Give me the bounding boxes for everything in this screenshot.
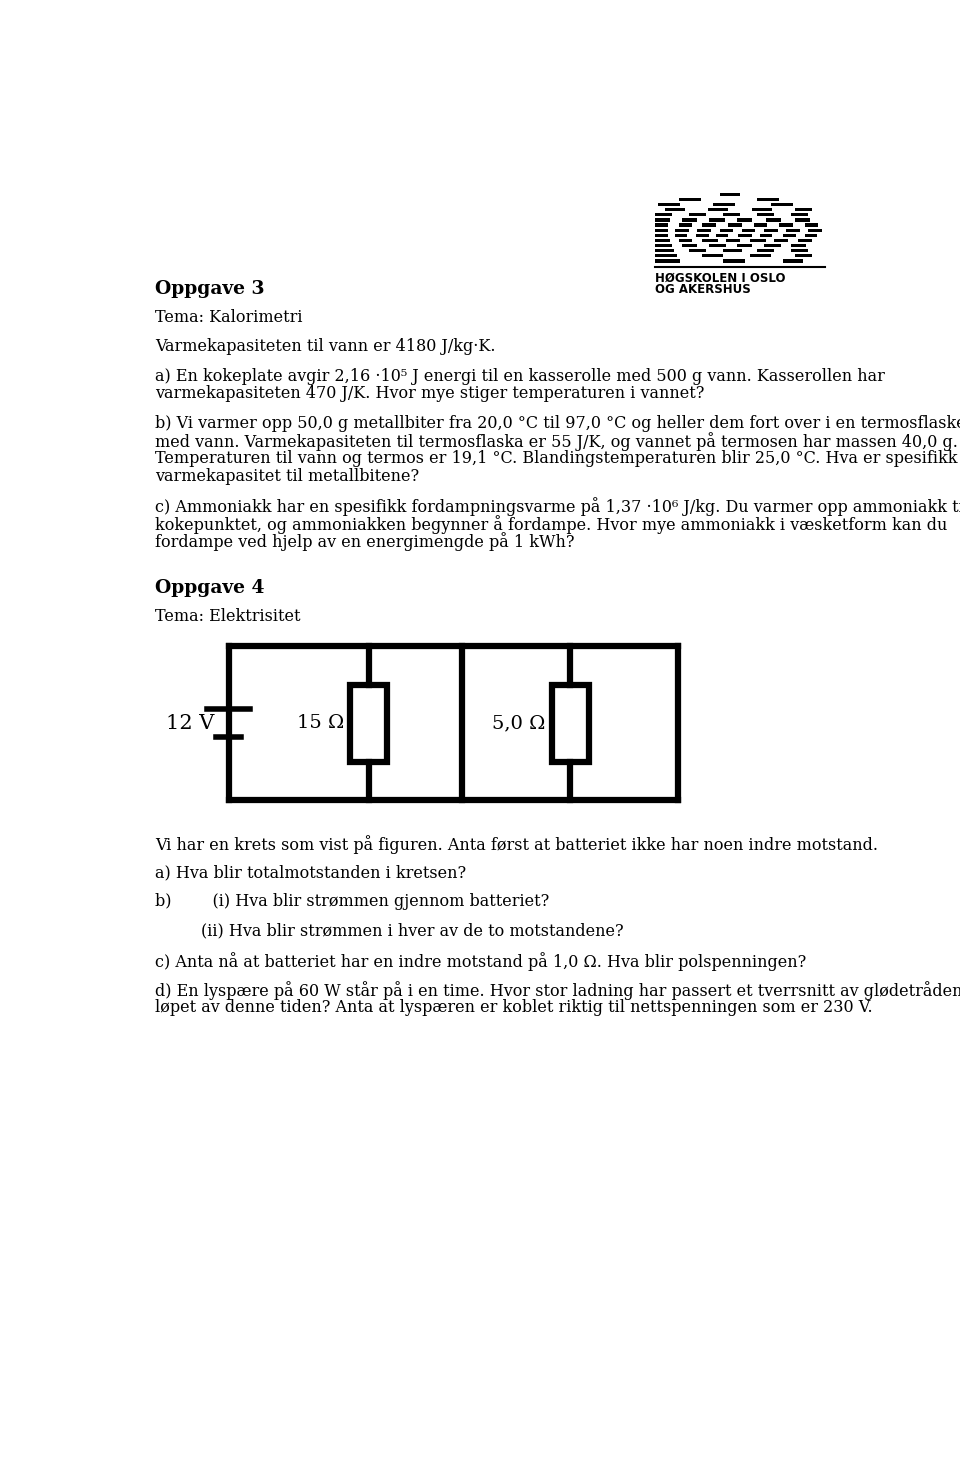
Bar — [655, 229, 668, 232]
Bar — [709, 219, 725, 222]
Bar — [703, 223, 716, 226]
Text: varmekapasitet til metallbitene?: varmekapasitet til metallbitene? — [155, 467, 419, 485]
Bar — [771, 202, 793, 207]
Bar — [655, 223, 668, 226]
Bar — [750, 239, 765, 242]
Bar — [754, 223, 767, 226]
Text: varmekapasiteten 470 J/K. Hvor mye stiger temperaturen i vannet?: varmekapasiteten 470 J/K. Hvor mye stige… — [155, 386, 705, 402]
Text: a) Hva blir totalmotstanden i kretsen?: a) Hva blir totalmotstanden i kretsen? — [155, 865, 466, 881]
Bar — [689, 248, 706, 253]
Bar — [655, 248, 674, 253]
Text: (ii) Hva blir strømmen i hver av de to motstandene?: (ii) Hva blir strømmen i hver av de to m… — [202, 922, 624, 940]
Bar — [752, 208, 773, 211]
Bar — [723, 248, 742, 253]
Bar — [723, 259, 745, 263]
Bar — [655, 213, 672, 216]
Text: 15 Ω: 15 Ω — [297, 714, 344, 732]
Text: Temperaturen til vann og termos er 19,1 °C. Blandingstemperaturen blir 25,0 °C. : Temperaturen til vann og termos er 19,1 … — [155, 449, 957, 467]
Text: Oppgave 3: Oppgave 3 — [155, 279, 265, 297]
Bar — [786, 229, 800, 232]
Bar — [750, 254, 771, 257]
Bar — [774, 239, 788, 242]
Bar — [757, 213, 774, 216]
Bar — [720, 192, 740, 197]
Text: HØGSKOLEN I OSLO: HØGSKOLEN I OSLO — [655, 272, 785, 284]
Bar — [720, 229, 733, 232]
Bar — [764, 229, 778, 232]
Bar — [795, 208, 811, 211]
Bar — [742, 229, 756, 232]
Bar — [655, 234, 668, 236]
Text: løpet av denne tiden? Anta at lyspæren er koblet riktig til nettspenningen som e: løpet av denne tiden? Anta at lyspæren e… — [155, 999, 873, 1015]
Bar — [665, 208, 685, 211]
Bar — [689, 213, 706, 216]
Bar — [675, 234, 687, 236]
Bar — [764, 244, 780, 247]
Text: OG AKERSHUS: OG AKERSHUS — [655, 282, 751, 296]
Bar — [703, 239, 718, 242]
Bar — [350, 684, 387, 761]
Text: kokepunktet, og ammoniakken begynner å fordampe. Hvor mye ammoniakk i væsketform: kokepunktet, og ammoniakken begynner å f… — [155, 514, 948, 534]
Bar — [679, 198, 701, 201]
Bar — [682, 219, 697, 222]
Text: Varmekapasiteten til vann er 4180 J/kg·K.: Varmekapasiteten til vann er 4180 J/kg·K… — [155, 338, 495, 355]
Bar — [679, 223, 692, 226]
Bar — [696, 234, 709, 236]
Bar — [791, 248, 808, 253]
Text: b)        (i) Hva blir strømmen gjennom batteriet?: b) (i) Hva blir strømmen gjennom batteri… — [155, 894, 549, 910]
Text: Tema: Kalorimetri: Tema: Kalorimetri — [155, 309, 302, 327]
Bar — [736, 244, 752, 247]
Bar — [795, 254, 811, 257]
Bar — [782, 234, 796, 236]
Text: Oppgave 4: Oppgave 4 — [155, 578, 264, 597]
Bar — [655, 219, 670, 222]
Bar — [716, 234, 728, 236]
Text: Tema: Elektrisitet: Tema: Elektrisitet — [155, 607, 300, 625]
Bar — [655, 239, 670, 242]
Bar — [655, 244, 672, 247]
Bar — [708, 208, 728, 211]
Text: a) En kokeplate avgir 2,16 ·10⁵ J energi til en kasserolle med 500 g vann. Kasse: a) En kokeplate avgir 2,16 ·10⁵ J energi… — [155, 368, 885, 384]
Text: c) Ammoniakk har en spesifikk fordampningsvarme på 1,37 ·10⁶ J/kg. Du varmer opp: c) Ammoniakk har en spesifikk fordampnin… — [155, 497, 960, 516]
Bar — [791, 244, 806, 247]
Bar — [757, 198, 780, 201]
Bar — [551, 684, 588, 761]
Bar — [682, 244, 697, 247]
Bar — [780, 223, 793, 226]
Bar — [712, 202, 735, 207]
Bar — [804, 234, 817, 236]
Bar — [679, 239, 692, 242]
Bar — [765, 219, 780, 222]
Text: c) Anta nå at batteriet har en indre motstand på 1,0 Ω. Hva blir polspenningen?: c) Anta nå at batteriet har en indre mot… — [155, 952, 806, 971]
Text: Vi har en krets som vist på figuren. Anta først at batteriet ikke har noen indre: Vi har en krets som vist på figuren. Ant… — [155, 835, 877, 854]
Bar — [728, 223, 742, 226]
Bar — [808, 229, 822, 232]
Text: fordampe ved hjelp av en energimengde på 1 kWh?: fordampe ved hjelp av en energimengde på… — [155, 532, 574, 551]
Text: 5,0 Ω: 5,0 Ω — [492, 714, 545, 732]
Bar — [727, 239, 740, 242]
Bar — [738, 234, 752, 236]
Text: d) En lyspære på 60 W står på i en time. Hvor stor ladning har passert et tverrs: d) En lyspære på 60 W står på i en time.… — [155, 981, 960, 1001]
Bar — [804, 223, 819, 226]
Bar — [791, 213, 808, 216]
Bar — [795, 219, 810, 222]
Bar — [760, 234, 773, 236]
Bar — [697, 229, 711, 232]
Text: med vann. Varmekapasiteten til termosflaska er 55 J/K, og vannet på termosen har: med vann. Varmekapasiteten til termosfla… — [155, 432, 958, 451]
Bar — [655, 259, 681, 263]
Bar — [709, 244, 727, 247]
Bar — [736, 219, 752, 222]
Bar — [675, 229, 689, 232]
Bar — [723, 213, 740, 216]
Text: 12 V: 12 V — [166, 714, 215, 733]
Bar — [782, 259, 804, 263]
Bar — [659, 202, 681, 207]
Bar — [757, 248, 774, 253]
Bar — [703, 254, 723, 257]
Bar — [798, 239, 811, 242]
Text: b) Vi varmer opp 50,0 g metallbiter fra 20,0 °C til 97,0 °C og heller dem fort o: b) Vi varmer opp 50,0 g metallbiter fra … — [155, 414, 960, 432]
Bar — [655, 254, 677, 257]
